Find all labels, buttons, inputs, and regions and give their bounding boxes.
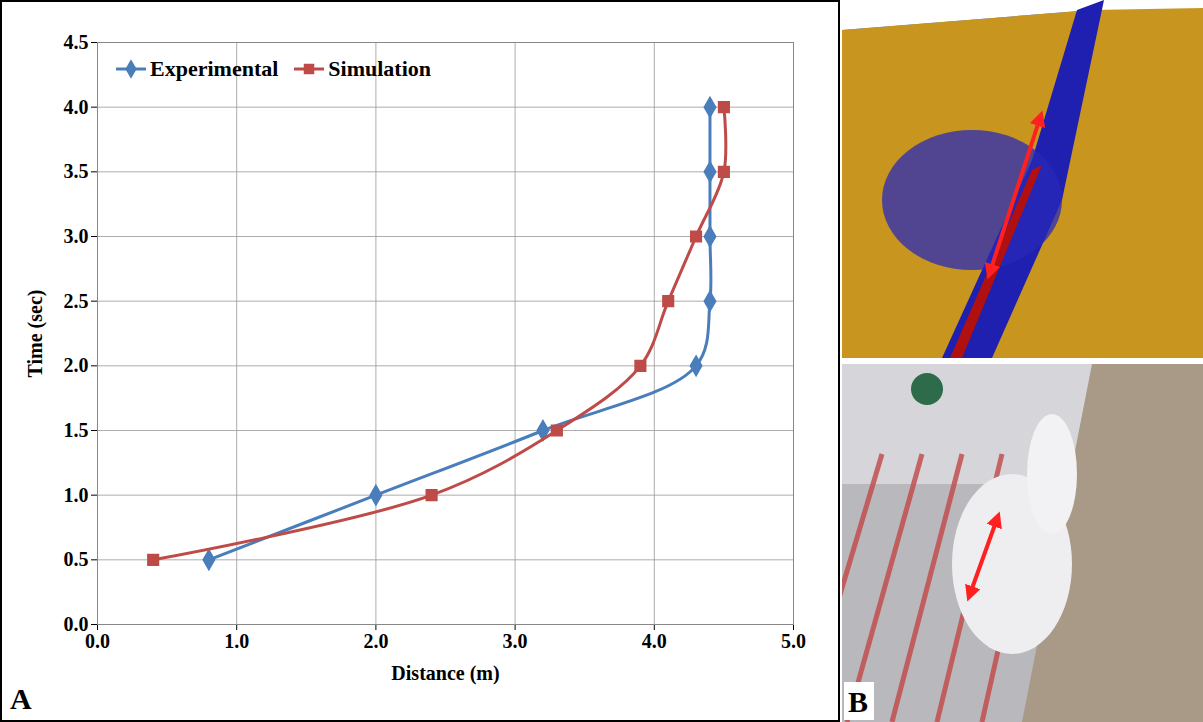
svg-text:3.0: 3.0 [503, 630, 528, 652]
svg-text:0.5: 0.5 [64, 548, 89, 570]
svg-text:2.0: 2.0 [363, 630, 388, 652]
svg-text:B: B [848, 685, 868, 718]
svg-text:4.0: 4.0 [642, 630, 667, 652]
svg-text:3.5: 3.5 [64, 160, 89, 182]
svg-text:1.0: 1.0 [64, 484, 89, 506]
html-text:Simulation: Simulation [328, 56, 431, 81]
svg-text:1.0: 1.0 [224, 630, 249, 652]
svg-text:4.5: 4.5 [64, 31, 89, 53]
svg-text:2.5: 2.5 [64, 290, 89, 312]
svg-text:5.0: 5.0 [781, 630, 806, 652]
svg-text:1.5: 1.5 [64, 419, 89, 441]
svg-text:2.0: 2.0 [64, 354, 89, 376]
svg-text:0.0: 0.0 [63, 612, 89, 635]
html-text:Experimental: Experimental [150, 56, 279, 81]
svg-text:3.0: 3.0 [64, 225, 89, 247]
svg-text:4.0: 4.0 [64, 96, 89, 118]
svg-text:Time (sec): Time (sec) [24, 290, 47, 378]
svg-text:0.0: 0.0 [85, 630, 110, 652]
svg-text:Distance (m): Distance (m) [391, 662, 499, 685]
html-text:A: A [10, 682, 32, 715]
